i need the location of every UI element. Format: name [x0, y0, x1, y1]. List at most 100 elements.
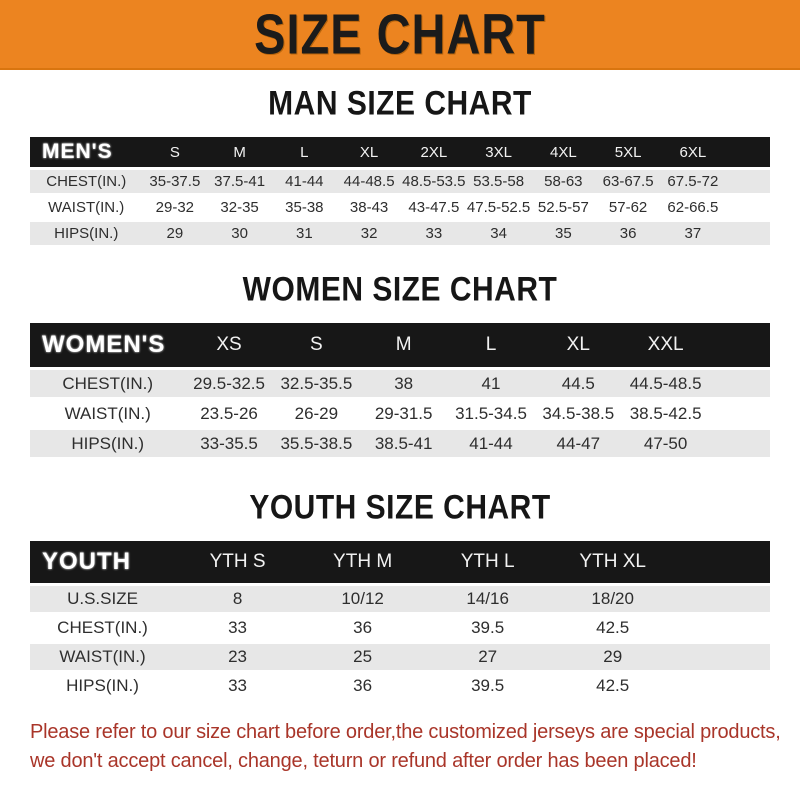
women-table-row: CHEST(IN.) 29.5-32.5 32.5-35.5 38 41 44.5 44.5…: [30, 370, 770, 397]
men-table-cell: 35-38: [271, 196, 337, 219]
youth-table-cell: 36: [300, 673, 426, 699]
men-table-cell: 33: [401, 222, 467, 245]
women-table-cell: 38.5-42.5: [621, 400, 710, 427]
women-table-cell: 33-35.5: [185, 430, 273, 457]
men-header-label: MEN'S: [30, 137, 143, 167]
youth-row-label: CHEST(IN.): [30, 615, 176, 641]
women-size-table: WOMEN'S XS S M L XL XXL CHEST(IN.) 29.5-32.5 32.5…: [30, 320, 770, 460]
women-header-label: WOMEN'S: [30, 323, 186, 367]
men-column-header: 5XL: [595, 137, 661, 167]
youth-column-header: YTH L: [425, 541, 551, 583]
men-column-header: 4XL: [530, 137, 596, 167]
youth-row-label: HIPS(IN.): [30, 673, 176, 699]
women-row-label: CHEST(IN.): [30, 370, 186, 397]
men-table-cell: 48.5-53.5: [401, 170, 467, 193]
men-table-cell: 47.5-52.5: [466, 196, 531, 219]
men-column-header: XL: [336, 137, 402, 167]
women-table-cell: 32.5-35.5: [272, 370, 361, 397]
women-column-header: S: [272, 323, 361, 367]
men-table-cell: 41-44: [271, 170, 337, 193]
women-row-filler: [709, 370, 770, 397]
youth-row-filler: [675, 586, 770, 612]
men-header-row: MEN'S S M L XL 2XL 3XL 4XL 5XL 6XL: [30, 137, 770, 167]
men-table-cell: 29-32: [142, 196, 208, 219]
men-table-cell: 37.5-41: [207, 170, 272, 193]
youth-row-filler: [675, 673, 770, 699]
women-column-header: XS: [185, 323, 273, 367]
women-table-cell: 44-47: [534, 430, 622, 457]
youth-table-cell: 39.5: [425, 615, 551, 641]
women-section-title: WOMEN SIZE CHART: [242, 270, 558, 309]
men-table-cell: 58-63: [530, 170, 596, 193]
men-table-cell: 35: [530, 222, 596, 245]
women-row-filler: [709, 430, 770, 457]
men-table-cell: 67.5-72: [660, 170, 726, 193]
men-table-cell: 29: [142, 222, 208, 245]
men-row-filler: [725, 196, 770, 219]
youth-header-filler: [675, 541, 770, 583]
women-table-row: WAIST(IN.) 23.5-26 26-29 29-31.5 31.5-34.5 34…: [30, 400, 770, 427]
women-table-cell: 44.5: [534, 370, 622, 397]
men-row-filler: [725, 222, 770, 245]
women-table-cell: 29.5-32.5: [185, 370, 273, 397]
youth-table-cell: 8: [175, 586, 301, 612]
women-header-row: WOMEN'S XS S M L XL XXL: [30, 323, 770, 367]
women-column-header: XL: [534, 323, 622, 367]
men-table-cell: 57-62: [595, 196, 661, 219]
women-table-cell: 44.5-48.5: [621, 370, 710, 397]
footer-disclaimer: Please refer to our size chart before or…: [30, 718, 800, 776]
women-table-cell: 47-50: [621, 430, 710, 457]
men-column-header: 2XL: [401, 137, 467, 167]
footer-line-2: we don't accept cancel, change, teturn o…: [30, 750, 697, 772]
men-table-cell: 32: [336, 222, 402, 245]
youth-section-title: YOUTH SIZE CHART: [249, 488, 551, 527]
women-table-cell: 23.5-26: [185, 400, 273, 427]
youth-row-label: WAIST(IN.): [30, 644, 176, 670]
men-table-cell: 35-37.5: [142, 170, 208, 193]
women-column-header: L: [447, 323, 535, 367]
youth-table-cell: 27: [425, 644, 551, 670]
youth-table-cell: 42.5: [550, 673, 676, 699]
women-table-cell: 29-31.5: [360, 400, 448, 427]
men-column-header: M: [207, 137, 272, 167]
youth-table-cell: 42.5: [550, 615, 676, 641]
youth-table-cell: 25: [300, 644, 426, 670]
youth-table-cell: 29: [550, 644, 676, 670]
men-header-filler: [725, 137, 770, 167]
youth-size-table: YOUTH YTH S YTH M YTH L YTH XL U.S.SIZE 8 10/12…: [30, 538, 770, 702]
men-size-table: MEN'S S M L XL 2XL 3XL 4XL 5XL 6XL CHEST(IN.) 35-37…: [30, 134, 770, 248]
banner-title: SIZE CHART: [254, 2, 546, 66]
youth-row-label: U.S.SIZE: [30, 586, 176, 612]
women-table-row: HIPS(IN.) 33-35.5 35.5-38.5 38.5-41 41-44 44-…: [30, 430, 770, 457]
women-table-cell: 34.5-38.5: [534, 400, 622, 427]
youth-table-cell: 14/16: [425, 586, 551, 612]
youth-table-row: U.S.SIZE 8 10/12 14/16 18/20: [30, 586, 770, 612]
men-table-cell: 30: [207, 222, 272, 245]
footer-line-1: Please refer to our size chart before or…: [30, 721, 781, 743]
youth-row-filler: [675, 644, 770, 670]
men-table-cell: 53.5-58: [466, 170, 531, 193]
women-table-cell: 31.5-34.5: [447, 400, 535, 427]
youth-table-cell: 10/12: [300, 586, 426, 612]
size-chart-banner: SIZE CHART: [0, 0, 800, 70]
men-table-cell: 31: [271, 222, 337, 245]
men-column-header: 6XL: [660, 137, 726, 167]
youth-header-label: YOUTH: [30, 541, 176, 583]
men-column-header: 3XL: [466, 137, 531, 167]
men-table-cell: 38-43: [336, 196, 402, 219]
men-table-row: HIPS(IN.) 29 30 31 32 33 34 35 36 37: [30, 222, 770, 245]
men-table-cell: 44-48.5: [336, 170, 402, 193]
women-row-label: HIPS(IN.): [30, 430, 186, 457]
women-row-label: WAIST(IN.): [30, 400, 186, 427]
men-table-cell: 37: [660, 222, 726, 245]
youth-table-cell: 39.5: [425, 673, 551, 699]
women-table-cell: 41: [447, 370, 535, 397]
men-row-label: HIPS(IN.): [30, 222, 143, 245]
men-column-header: L: [271, 137, 337, 167]
men-table-cell: 62-66.5: [660, 196, 726, 219]
youth-table-row: HIPS(IN.) 33 36 39.5 42.5: [30, 673, 770, 699]
men-column-header: S: [142, 137, 208, 167]
youth-table-cell: 33: [175, 615, 301, 641]
men-table-cell: 52.5-57: [530, 196, 596, 219]
youth-row-filler: [675, 615, 770, 641]
